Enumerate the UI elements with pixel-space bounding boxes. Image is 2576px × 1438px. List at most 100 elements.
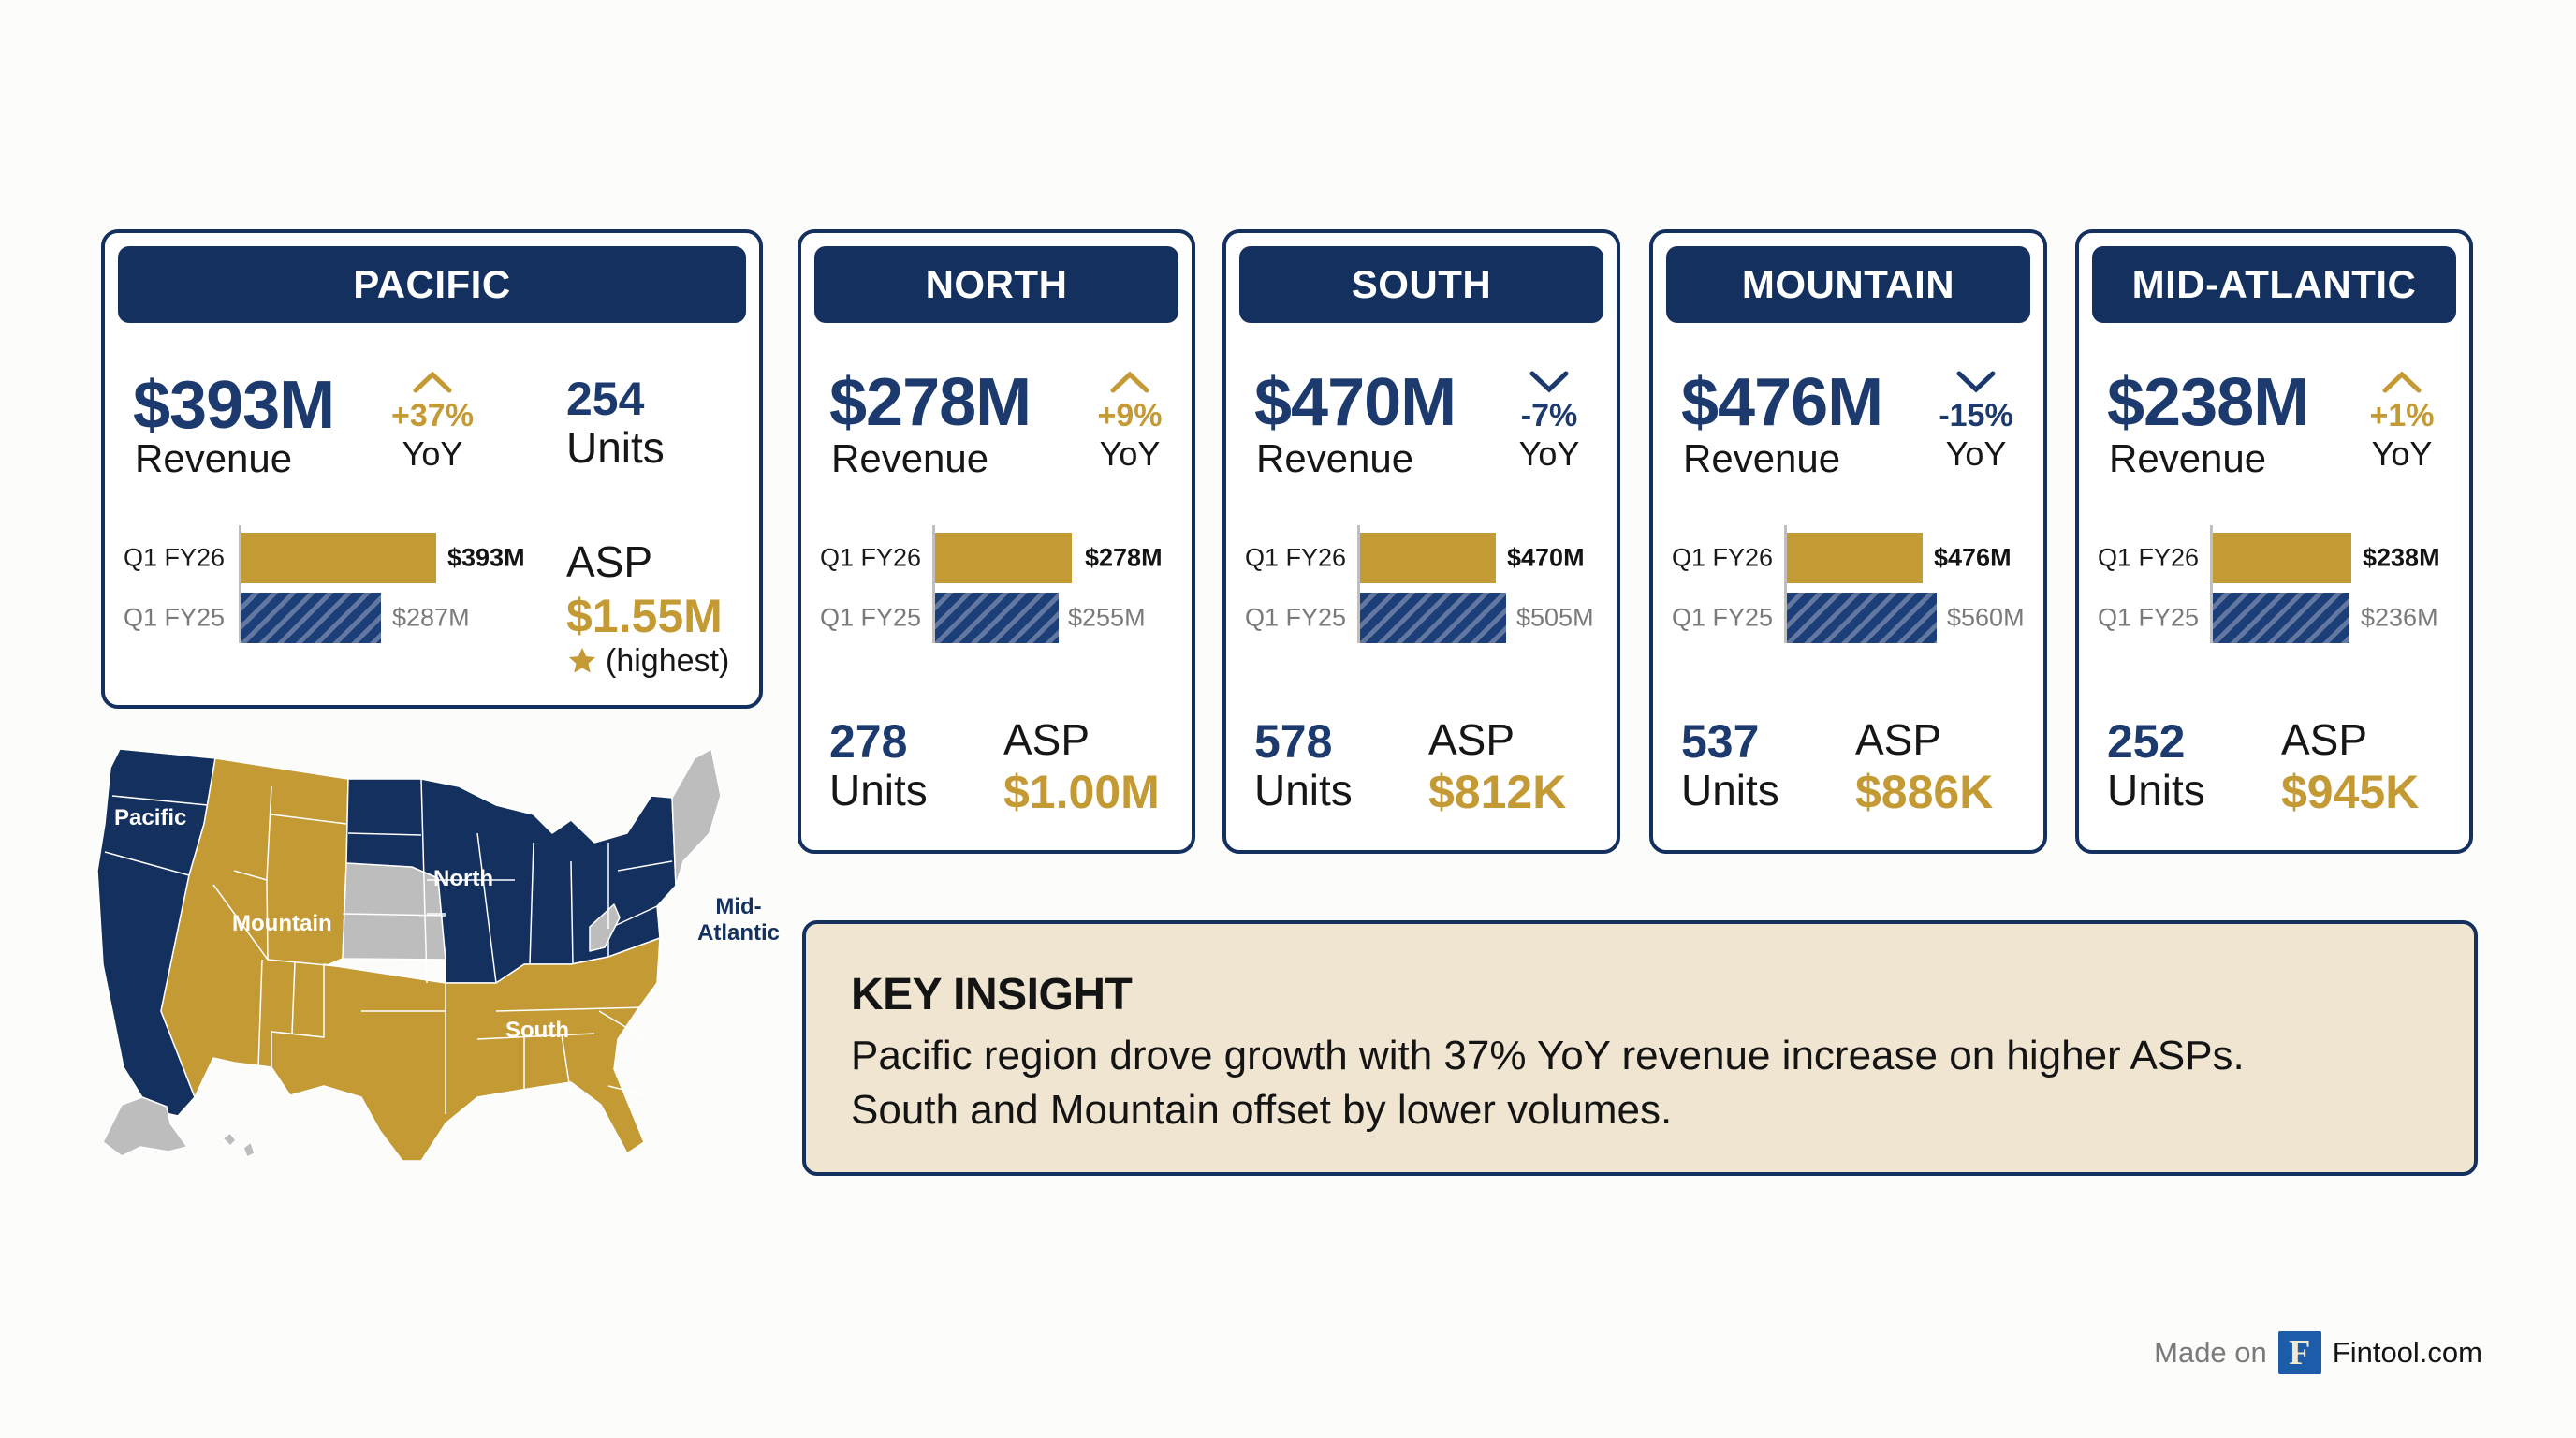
key-insight-line-1: Pacific region drove growth with 37% YoY… <box>851 1033 2245 1078</box>
bar-value-current: $393M <box>447 543 525 572</box>
asp-label: ASP <box>1855 715 1942 764</box>
bar-value-prior: $255M <box>1068 603 1146 632</box>
bar-label-prior: Q1 FY25 <box>1672 603 1774 632</box>
map-label-south: South <box>505 1018 569 1043</box>
bar-value-prior: $505M <box>1516 603 1594 632</box>
units-label: Units <box>1254 766 1353 814</box>
bar-current <box>1360 533 1496 583</box>
revenue-value: $476M <box>1681 365 1883 440</box>
asp-value: $886K <box>1855 766 1994 818</box>
yoy-label: YoY <box>1099 434 1161 473</box>
yoy-percent: +37% <box>391 398 474 433</box>
bar-current <box>935 533 1072 583</box>
card-header: NORTH <box>814 246 1178 323</box>
bar-value-prior: $560M <box>1947 603 2025 632</box>
bar-prior <box>2213 593 2349 643</box>
units-value: 537 <box>1681 715 1760 768</box>
bar-row-current: Q1 FY26 $476M <box>1672 533 2042 583</box>
map-region-south <box>271 937 661 1162</box>
map-label-mid-atlantic-line2: Atlantic <box>697 919 781 946</box>
yoy-indicator: +9% YoY <box>1078 370 1181 471</box>
map-region-unassigned-wv <box>589 903 621 952</box>
key-insight-panel: KEY INSIGHT Pacific region drove growth … <box>802 920 2478 1176</box>
region-card-mid-atlantic: MID-ATLANTIC $238M Revenue +1% YoY Q1 FY… <box>2075 229 2473 854</box>
us-region-map: Pacific North Mountain South Mid- Atlant… <box>84 730 796 1162</box>
bar-value-current: $476M <box>1934 543 2012 572</box>
units-label: Units <box>566 423 665 472</box>
revenue-value: $470M <box>1254 365 1456 440</box>
asp-label: ASP <box>2281 715 2368 764</box>
revenue-label: Revenue <box>2109 436 2267 480</box>
revenue-label: Revenue <box>1683 436 1841 480</box>
card-header: MID-ATLANTIC <box>2092 246 2456 323</box>
map-label-mountain: Mountain <box>232 911 332 936</box>
asp-value: $945K <box>2281 766 2420 818</box>
revenue-value: $393M <box>133 368 335 443</box>
yoy-indicator: +37% YoY <box>381 370 484 471</box>
asp-highest-note: (highest) <box>566 645 729 677</box>
chevron-up-icon <box>1110 371 1149 393</box>
yoy-label: YoY <box>1945 434 2007 473</box>
bar-label-current: Q1 FY26 <box>124 543 226 572</box>
revenue-value: $238M <box>2107 365 2309 440</box>
key-insight-line-2: South and Mountain offset by lower volum… <box>851 1087 1673 1133</box>
key-insight-body: Pacific region drove growth with 37% YoY… <box>851 1029 2442 1137</box>
bar-value-current: $278M <box>1085 543 1163 572</box>
chevron-up-icon <box>2382 371 2422 393</box>
revenue-bar-chart: Q1 FY26 $278M Q1 FY25 $255M <box>820 525 1185 643</box>
yoy-label: YoY <box>1518 434 1580 473</box>
bar-axis <box>1357 525 1360 643</box>
map-alaska <box>102 1096 188 1157</box>
bar-axis <box>239 525 242 643</box>
bar-label-current: Q1 FY26 <box>1245 543 1347 572</box>
footer-attribution[interactable]: Made on F Fintool.com <box>2154 1331 2482 1374</box>
bar-row-current: Q1 FY26 $278M <box>820 533 1185 583</box>
units-value: 278 <box>829 715 908 768</box>
asp-value: $1.55M <box>566 590 723 642</box>
bar-axis <box>932 525 935 643</box>
bar-value-prior: $236M <box>2361 603 2438 632</box>
revenue-label: Revenue <box>135 436 293 480</box>
card-header: SOUTH <box>1239 246 1603 323</box>
units-value: 578 <box>1254 715 1333 768</box>
bar-axis <box>2210 525 2213 643</box>
revenue-value: $278M <box>829 365 1032 440</box>
bar-value-prior: $287M <box>392 603 470 632</box>
bar-row-prior: Q1 FY25 $287M <box>124 593 554 643</box>
yoy-percent: +9% <box>1097 398 1163 433</box>
fintool-logo-icon: F <box>2277 1331 2321 1374</box>
yoy-indicator: -7% YoY <box>1498 370 1601 471</box>
region-card-pacific: PACIFIC $393M Revenue +37% YoY 254 Units… <box>101 229 763 709</box>
bar-prior <box>1787 593 1937 643</box>
asp-note-text: (highest) <box>606 643 730 679</box>
bar-row-current: Q1 FY26 $470M <box>1245 533 1615 583</box>
bar-axis <box>1784 525 1787 643</box>
yoy-percent: -15% <box>1939 398 2013 433</box>
fintool-link[interactable]: Fintool.com <box>2332 1336 2482 1369</box>
asp-value: $812K <box>1428 766 1567 818</box>
bar-label-prior: Q1 FY25 <box>2098 603 2200 632</box>
bar-prior <box>935 593 1059 643</box>
revenue-bar-chart: Q1 FY26 $470M Q1 FY25 $505M <box>1245 525 1615 643</box>
map-label-mid-atlantic: Mid- Atlantic <box>697 894 780 946</box>
bar-label-current: Q1 FY26 <box>2098 543 2200 572</box>
map-label-pacific: Pacific <box>114 805 187 830</box>
star-icon <box>568 647 596 673</box>
bar-row-current: Q1 FY26 $393M <box>124 533 554 583</box>
bar-current <box>242 533 436 583</box>
bar-label-prior: Q1 FY25 <box>820 603 922 632</box>
bar-row-prior: Q1 FY25 $560M <box>1672 593 2042 643</box>
asp-label: ASP <box>566 537 653 586</box>
yoy-percent: -7% <box>1520 398 1578 433</box>
bar-label-prior: Q1 FY25 <box>1245 603 1347 632</box>
revenue-bar-chart: Q1 FY26 $238M Q1 FY25 $236M <box>2098 525 2467 643</box>
yoy-percent: +1% <box>2369 398 2435 433</box>
bar-row-prior: Q1 FY25 $505M <box>1245 593 1615 643</box>
bar-row-prior: Q1 FY25 $236M <box>2098 593 2467 643</box>
revenue-label: Revenue <box>831 436 989 480</box>
units-value: 252 <box>2107 715 2186 768</box>
bar-label-prior: Q1 FY25 <box>124 603 226 632</box>
units-label: Units <box>2107 766 2205 814</box>
bar-row-current: Q1 FY26 $238M <box>2098 533 2467 583</box>
bar-row-prior: Q1 FY25 $255M <box>820 593 1185 643</box>
